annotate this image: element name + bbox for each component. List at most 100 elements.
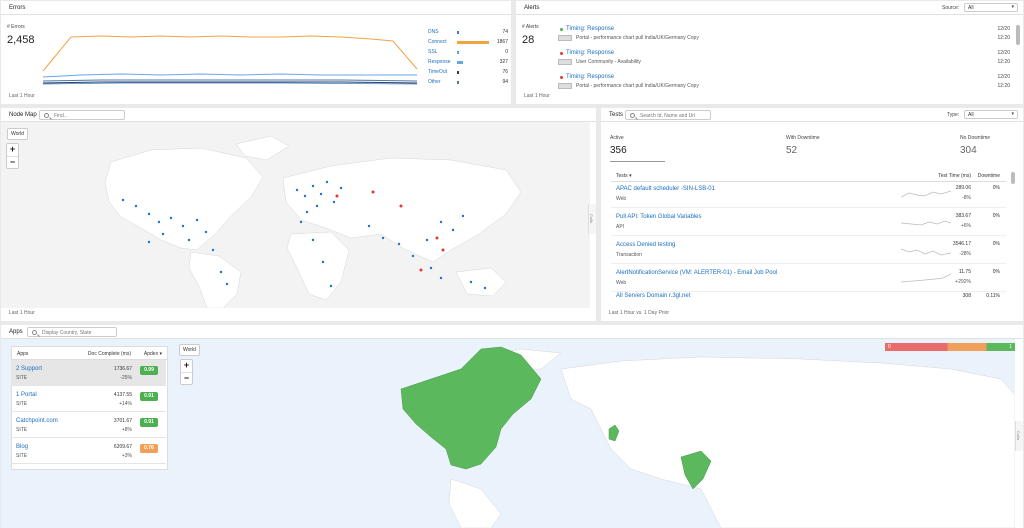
source-select-value: All	[968, 5, 974, 11]
app-row[interactable]: Catchpoint.com SITE 3701.67 +8% 0.91	[11, 412, 166, 438]
app-row[interactable]: 1 Portal SITE 4137.55 +14% 0.91	[11, 386, 166, 412]
alert-name-link[interactable]: Timing: Response	[566, 50, 615, 56]
alert-status-dot	[560, 76, 563, 79]
app-type: SITE	[16, 401, 28, 407]
col-down-header[interactable]: Downtime	[977, 173, 1000, 179]
test-name-link[interactable]: AlertNotificationService (VM: ALERTER-01…	[616, 270, 778, 276]
error-legend-row[interactable]: TimeOut 76	[428, 68, 508, 78]
alert-test-tag	[558, 35, 572, 41]
alert-date: 12/20	[997, 50, 1010, 56]
apps-zoom-in-button[interactable]: +	[183, 360, 190, 370]
active-label: Active	[610, 135, 624, 141]
error-legend-row[interactable]: Other 94	[428, 78, 508, 88]
errors-panel: Errors # Errors 2,458 DNS 74 Connect 1867 SS…	[1, 1, 511, 104]
node-collapse-tab[interactable]: Collh	[588, 204, 596, 234]
alert-item[interactable]: Timing: Response 12/20 Portal - performanc…	[558, 26, 1010, 50]
test-row[interactable]: AlertNotificationService (VM: ALERTER-01…	[611, 264, 1006, 292]
alert-description: Portal - performance chart pull India/UK…	[576, 83, 699, 89]
alert-item[interactable]: Timing: Response 12/20 Portal - performanc…	[558, 74, 1010, 98]
alert-name-link[interactable]: Timing: Response	[566, 26, 615, 32]
app-doc-change: +3%	[121, 453, 132, 459]
app-name-link[interactable]: 1 Portal	[16, 392, 37, 398]
test-row[interactable]: Access Denied testing Transaction 3546.17 -…	[611, 236, 1006, 264]
connect-series-line	[42, 35, 418, 72]
alerts-scrollbar[interactable]	[1016, 25, 1020, 45]
apps-world-map[interactable]	[1, 339, 1015, 528]
error-count-value: 94	[502, 79, 508, 85]
error-legend-row[interactable]: SSL 0	[428, 48, 508, 58]
tests-search-input[interactable]: Search Id, Name and Url	[625, 110, 711, 120]
col-tests-header[interactable]: Tests ▾	[616, 173, 632, 179]
active-value: 356	[610, 145, 627, 156]
test-name-link[interactable]: APAC default scheduler -SIN-LSB-01	[616, 186, 715, 192]
test-time-change: +6%	[960, 223, 971, 229]
apps-zoom-out-button[interactable]: −	[181, 372, 192, 384]
test-time-change: +292%	[955, 279, 971, 285]
alert-name-link[interactable]: Timing: Response	[566, 74, 615, 80]
error-legend-row[interactable]: Response 327	[428, 58, 508, 68]
tests-header: Tests Search Id, Name and Url Type: All ▾	[601, 108, 1023, 122]
test-type: Web	[616, 196, 627, 202]
node-zoom-in-button[interactable]: +	[9, 144, 16, 154]
app-name-link[interactable]: Catchpoint.com	[16, 418, 58, 424]
error-legend-row[interactable]: DNS 74	[428, 28, 508, 38]
alert-status-dot	[560, 52, 563, 55]
app-type: SITE	[16, 453, 28, 459]
alerts-footer: Last 1 Hour	[524, 93, 550, 99]
test-name-link[interactable]: All Servers Domain r.3gl.net	[616, 293, 691, 299]
error-type-label[interactable]: Connect	[428, 39, 447, 45]
india-region	[680, 450, 712, 490]
col-apps-header[interactable]: Apps	[17, 351, 29, 357]
error-type-label[interactable]: SSL	[428, 49, 438, 55]
node-search-input[interactable]: Find...	[39, 110, 125, 120]
apps-panel: Apps Display Country, State 0 1 World + …	[1, 325, 1023, 528]
test-row[interactable]: All Servers Domain r.3gl.net 308 0.11%	[611, 292, 1006, 304]
test-sparkline	[901, 248, 951, 256]
test-time-value: 3546.17	[952, 241, 971, 247]
app-row[interactable]: Blog SITE 6209.67 +3% 0.76	[11, 438, 166, 464]
test-time-value: 289.06	[955, 185, 971, 191]
col-time-header[interactable]: Test Time (ms)	[938, 173, 971, 179]
app-row[interactable]: 2 Support SITE 1736.67 -25% 0.99	[11, 360, 166, 386]
app-name-link[interactable]: Blog	[16, 444, 29, 450]
apps-search-input[interactable]: Display Country, State	[27, 327, 117, 337]
node-world-map[interactable]	[1, 122, 590, 308]
apps-collapse-tab[interactable]: Colla	[1015, 421, 1023, 451]
apps-table-header: Apps Doc Complete (ms) Apdex ▾	[12, 347, 167, 360]
test-time-value: 383.67	[955, 213, 971, 219]
apps-title: Apps	[9, 329, 23, 335]
type-select[interactable]: All ▾	[964, 110, 1018, 119]
node-world-button[interactable]: World	[7, 128, 28, 140]
alerts-panel: Alerts Source: All ▾ # Alerts 28 Last 1 H…	[516, 1, 1023, 104]
alerts-count: 28	[522, 34, 535, 46]
col-apdex-header[interactable]: Apdex ▾	[143, 351, 162, 357]
error-share-bar	[457, 81, 459, 84]
error-share-bar	[457, 31, 459, 34]
alert-item[interactable]: Timing: Response 12/20 User Community - Av…	[558, 50, 1010, 74]
node-zoom-control: + −	[6, 143, 19, 169]
nodown-label: No Downtime	[960, 135, 991, 141]
error-type-label[interactable]: Other	[428, 79, 441, 85]
source-select[interactable]: All ▾	[964, 3, 1018, 12]
test-name-link[interactable]: Access Denied testing	[616, 242, 676, 248]
error-type-label[interactable]: Response	[428, 59, 451, 65]
error-legend-row[interactable]: Connect 1867	[428, 38, 508, 48]
alerts-header: Alerts Source: All ▾	[516, 1, 1023, 15]
test-row[interactable]: APAC default scheduler -SIN-LSB-01 Web 289…	[611, 180, 1006, 208]
test-name-link[interactable]: Pull API: Token Global Variables	[616, 214, 702, 220]
test-row[interactable]: Pull API: Token Global Variables API 383.6…	[611, 208, 1006, 236]
col-doc-header[interactable]: Doc Complete (ms)	[87, 351, 131, 357]
alert-description: User Community - Availability	[576, 59, 641, 65]
north-america-region	[400, 346, 542, 470]
other-series-line	[42, 79, 418, 82]
test-downtime: 0%	[992, 213, 1000, 219]
search-icon	[32, 330, 37, 335]
node-zoom-out-button[interactable]: −	[7, 156, 18, 168]
error-type-label[interactable]: TimeOut	[428, 69, 447, 75]
app-name-link[interactable]: 2 Support	[16, 366, 43, 372]
error-type-label[interactable]: DNS	[428, 29, 439, 35]
error-count-value: 74	[502, 29, 508, 35]
tests-scrollbar[interactable]	[1011, 172, 1015, 184]
test-downtime: 0%	[992, 241, 1000, 247]
apps-world-button[interactable]: World	[179, 344, 200, 356]
